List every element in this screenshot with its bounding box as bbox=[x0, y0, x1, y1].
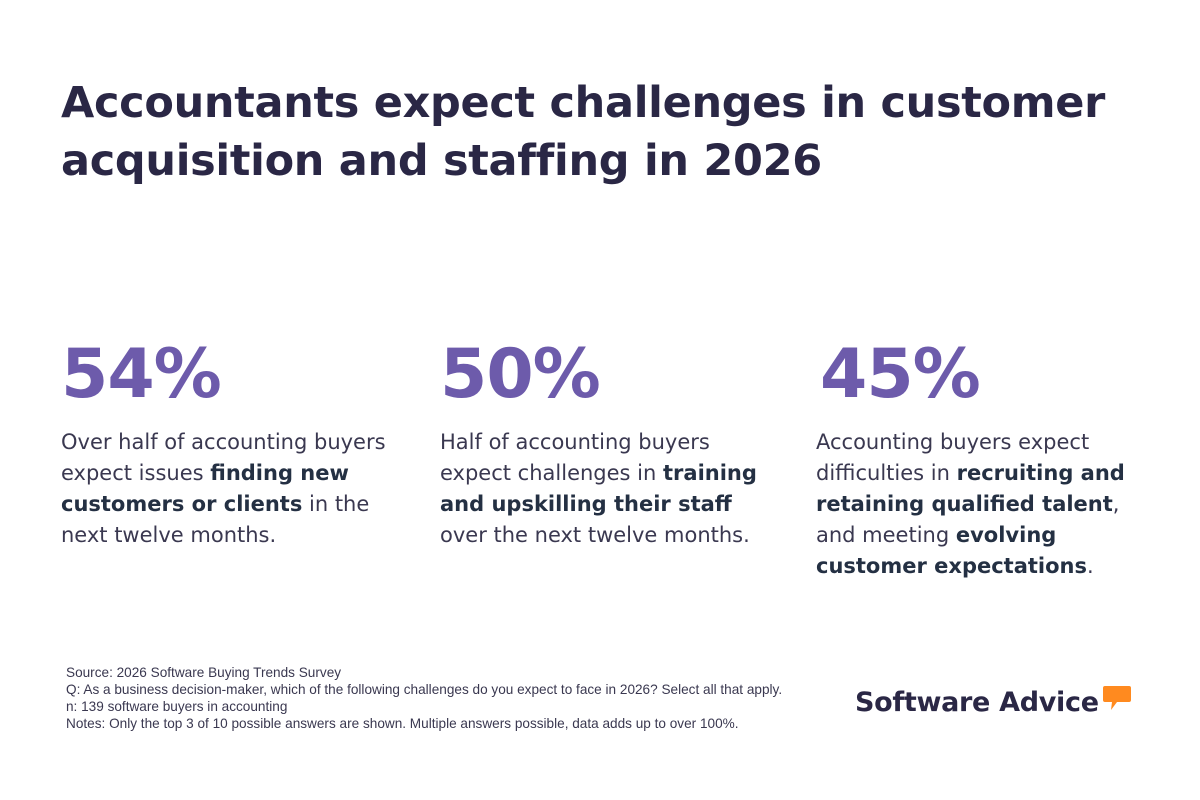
desc-highlight: finding new customers or clients bbox=[61, 461, 349, 516]
speech-bubble-icon bbox=[1102, 686, 1131, 710]
desc-text: Half of accounting buyers expect challen… bbox=[440, 430, 710, 485]
stat-description: Over half of accounting buyers expect is… bbox=[61, 427, 391, 551]
desc-highlight: recruiting and retaining qualified talen… bbox=[816, 461, 1125, 516]
stat-card-training: 50% Half of accounting buyers expect cha… bbox=[440, 335, 770, 551]
desc-text: Over half of accounting buyers expect is… bbox=[61, 430, 386, 485]
stat-value: 45% bbox=[820, 335, 981, 414]
title-line-1: Accountants expect challenges in custome… bbox=[61, 78, 1106, 128]
desc-highlight: training and upskilling their staff bbox=[440, 461, 757, 516]
stat-description: Accounting buyers expect difficulties in… bbox=[816, 427, 1141, 582]
stat-card-customers: 54% Over half of accounting buyers expec… bbox=[61, 335, 391, 551]
desc-text: . bbox=[1087, 554, 1094, 578]
page-title: Accountants expect challenges in custome… bbox=[61, 74, 1141, 190]
footnote-sample: n: 139 software buyers in accounting bbox=[66, 699, 288, 714]
desc-text: Accounting buyers expect difficulties in bbox=[816, 430, 1090, 485]
stat-value: 50% bbox=[440, 335, 601, 414]
stat-card-talent: 45% Accounting buyers expect difficultie… bbox=[816, 335, 1141, 582]
software-advice-logo: Software Advice bbox=[855, 683, 1131, 723]
desc-highlight: evolving customer expectations bbox=[816, 523, 1087, 578]
footnote-notes: Notes: Only the top 3 of 10 possible ans… bbox=[66, 716, 739, 731]
desc-text: , and meeting bbox=[816, 492, 1120, 547]
stat-description: Half of accounting buyers expect challen… bbox=[440, 427, 770, 551]
footnotes: Source: 2026 Software Buying Trends Surv… bbox=[66, 664, 806, 732]
stat-value: 54% bbox=[61, 335, 222, 414]
footnote-source: Source: 2026 Software Buying Trends Surv… bbox=[66, 665, 342, 680]
desc-text: over the next twelve months. bbox=[440, 523, 750, 547]
title-line-2: acquisition and staffing in 2026 bbox=[61, 136, 822, 186]
footnote-question: Q: As a business decision-maker, which o… bbox=[66, 682, 783, 697]
desc-text: in the next twelve months. bbox=[61, 492, 370, 547]
logo-text: Software Advice bbox=[855, 687, 1099, 718]
